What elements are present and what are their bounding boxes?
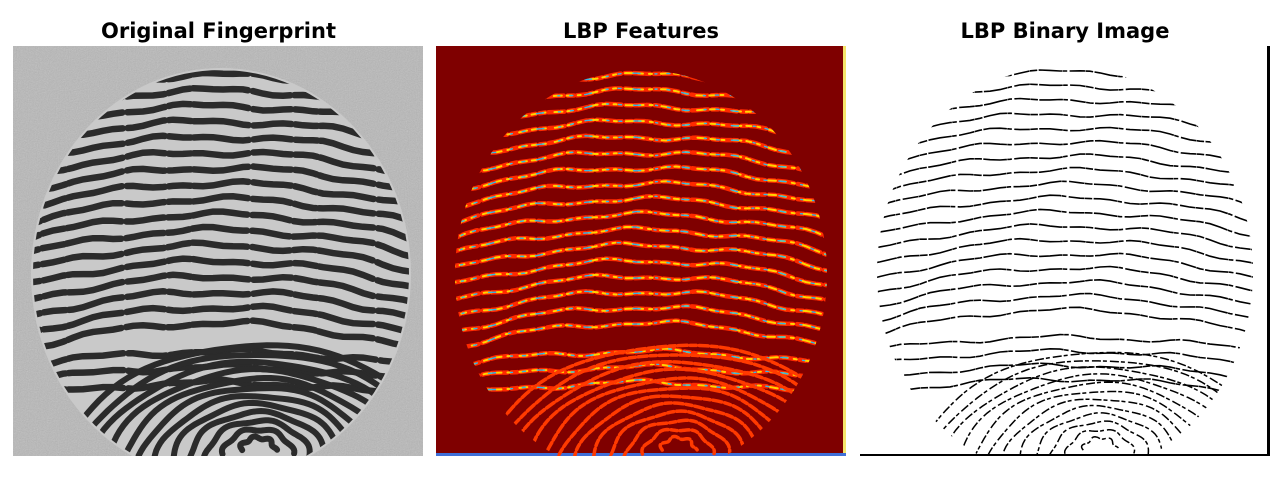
ridge-line	[455, 195, 827, 231]
panel-title-lbp-features: LBP Features	[562, 19, 720, 43]
whorl-ridge	[169, 399, 349, 456]
ridge-line	[33, 288, 409, 325]
ridge-line	[33, 271, 409, 311]
ridge-line	[33, 163, 409, 199]
whorl-ridge	[1033, 412, 1166, 456]
ridge-line	[33, 302, 409, 342]
ridge-line	[455, 274, 827, 308]
lbp-features-svg	[436, 46, 846, 456]
whorl-ridge	[62, 351, 409, 456]
panel-title-original: Original Fingerprint	[101, 19, 336, 43]
whorl-ridge	[237, 433, 281, 454]
ridge-line	[33, 239, 409, 281]
ridge-line	[877, 208, 1253, 245]
ridge-line	[877, 376, 1253, 397]
whorl-ridge	[606, 409, 748, 456]
ridge-line	[877, 347, 1253, 371]
ridge-line	[33, 317, 409, 360]
ridge-line	[33, 178, 409, 217]
whorl-ridge	[1063, 429, 1136, 454]
ridge-line	[455, 210, 827, 247]
ridge-line	[877, 180, 1253, 217]
whorl-ridge	[185, 407, 330, 456]
ridge-line	[877, 126, 1253, 156]
original-fingerprint-svg	[13, 46, 423, 456]
whorl-ridge	[200, 417, 313, 456]
ridge-line	[33, 208, 409, 250]
ridge-line	[33, 193, 409, 234]
ridge-line	[455, 347, 827, 372]
panel-title-lbp-binary: LBP Binary Image	[960, 19, 1170, 43]
ridge-line	[877, 265, 1253, 300]
whorl-ridge	[590, 401, 768, 456]
ridge-line	[33, 148, 409, 183]
whorl-ridge	[1000, 398, 1201, 456]
ridge-line	[33, 132, 409, 167]
ridge-line	[455, 180, 827, 214]
ridge-line	[33, 255, 409, 296]
ridge-line	[455, 241, 827, 279]
ridge-line	[877, 194, 1253, 232]
ridge-line	[455, 151, 827, 181]
ridge-line	[33, 376, 409, 407]
lbp-binary-svg	[860, 46, 1270, 456]
original-fingerprint-image	[13, 46, 423, 456]
whorl-ridge	[658, 434, 699, 452]
whorl-ridge	[483, 353, 827, 456]
ridge-line	[455, 319, 827, 357]
ridge-line	[33, 223, 409, 267]
ridge-line	[455, 257, 827, 294]
ridge-line	[877, 278, 1253, 316]
whorl-ridge	[640, 427, 717, 456]
ridge-line	[877, 333, 1253, 357]
ridge-line	[877, 362, 1253, 384]
whorl-ridge	[1080, 436, 1121, 451]
ridge-line	[877, 139, 1253, 171]
ridge-line	[877, 292, 1253, 331]
ridge-line	[877, 306, 1253, 346]
ridge-line	[877, 166, 1253, 202]
whorl-ridge	[621, 418, 732, 456]
ridge-line	[877, 153, 1253, 187]
ridge-line	[455, 290, 827, 322]
lbp-features-image	[436, 46, 846, 456]
ridge-line	[877, 223, 1253, 258]
whorl-ridge	[1047, 420, 1150, 456]
ridge-line	[455, 226, 827, 264]
ridge-line	[877, 237, 1253, 271]
ridge-line	[455, 135, 827, 165]
whorl-ridge	[218, 426, 298, 456]
ridge-line	[455, 305, 827, 340]
ridge-line	[455, 165, 827, 197]
ridge-line	[877, 252, 1253, 284]
whorl-ridge	[1018, 404, 1185, 456]
lbp-binary-image	[860, 46, 1270, 456]
